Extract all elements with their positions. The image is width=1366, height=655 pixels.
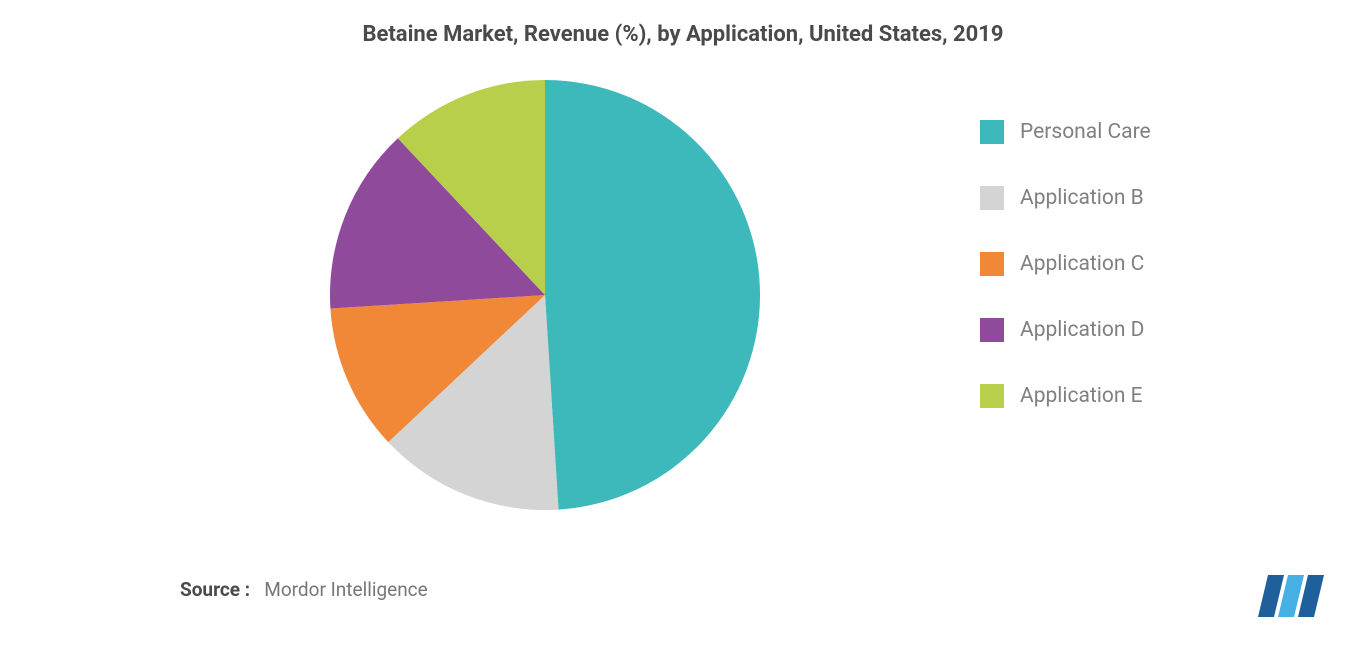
- chart-title-text: Betaine Market, Revenue (%), by Applicat…: [362, 22, 1003, 47]
- pie-svg: [330, 80, 760, 510]
- pie-slice-0: [545, 80, 760, 510]
- legend-swatch-1: [980, 186, 1004, 210]
- legend-item-0: Personal Care: [980, 120, 1280, 144]
- pie-chart: [330, 80, 760, 510]
- brand-logo: [1258, 575, 1328, 617]
- legend-label-1: Application B: [1020, 186, 1144, 210]
- legend: Personal Care Application B Application C A…: [980, 120, 1280, 450]
- source-line: Source : Mordor Intelligence: [180, 578, 428, 601]
- legend-swatch-2: [980, 252, 1004, 276]
- brand-logo-svg: [1258, 575, 1328, 617]
- legend-label-0: Personal Care: [1020, 120, 1151, 144]
- legend-swatch-4: [980, 384, 1004, 408]
- legend-item-1: Application B: [980, 186, 1280, 210]
- legend-swatch-3: [980, 318, 1004, 342]
- legend-swatch-0: [980, 120, 1004, 144]
- legend-label-4: Application E: [1020, 384, 1143, 408]
- source-text: Mordor Intelligence: [264, 578, 427, 601]
- legend-item-4: Application E: [980, 384, 1280, 408]
- legend-label-2: Application C: [1020, 252, 1144, 276]
- legend-label-3: Application D: [1020, 318, 1144, 342]
- source-label: Source :: [180, 578, 250, 601]
- legend-item-2: Application C: [980, 252, 1280, 276]
- legend-item-3: Application D: [980, 318, 1280, 342]
- chart-title: Betaine Market, Revenue (%), by Applicat…: [0, 22, 1366, 47]
